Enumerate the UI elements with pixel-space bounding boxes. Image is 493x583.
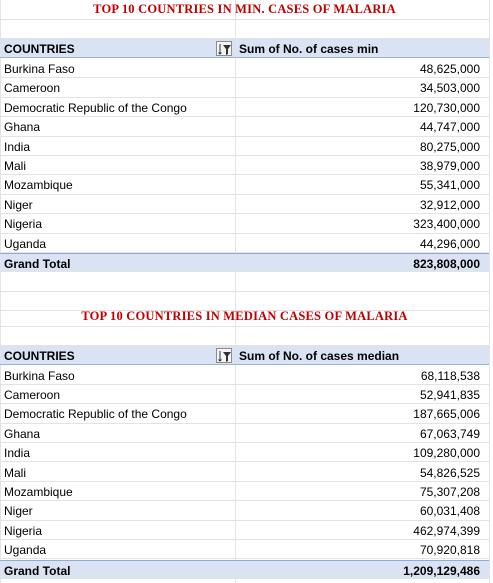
country-cell[interactable]: Mali [4,465,27,480]
value-cell[interactable]: 44,747,000 [419,120,480,135]
value-cell[interactable]: 68,118,538 [420,368,480,383]
country-cell[interactable]: Mali [4,159,27,173]
table-row: Democratic Republic of the Congo 120,730,… [0,98,489,118]
table-row: Niger 32,912,000 [0,195,489,215]
table2-title-row: TOP 10 COUNTRIES IN MEDIAN CASES OF MALA… [0,307,489,327]
grand-total-label[interactable]: Grand Total [4,257,71,271]
value-cell[interactable]: 48,625,000 [419,62,480,76]
table-row: Mali 38,979,000 [0,156,489,176]
value-cell[interactable]: 32,912,000 [419,197,480,212]
table-row: Cameroon 34,503,000 [0,78,489,98]
country-cell[interactable]: Uganda [4,543,47,558]
table1-title: TOP 10 COUNTRIES IN MIN. CASES OF MALARI… [93,2,396,16]
table-row: Uganda 44,296,000 [0,234,489,253]
value-cell[interactable]: 55,341,000 [419,178,480,193]
table2-header-row: COUNTRIES Sum of No. of cases median [0,346,489,366]
value-cell[interactable]: 67,063,749 [419,426,480,441]
table-row: India 80,275,000 [0,137,489,156]
value-cell[interactable]: 52,941,835 [419,387,480,402]
table-row: Niger 60,031,408 [0,501,489,521]
table-row: Nigeria 323,400,000 [0,214,489,234]
table2-grand-total-row: Grand Total 1,209,129,486 [0,559,489,579]
country-cell[interactable]: Niger [4,504,33,519]
table2-filter-button[interactable] [216,348,232,363]
country-cell[interactable]: Mozambique [4,484,73,499]
country-cell[interactable]: Cameroon [4,81,61,96]
country-cell[interactable]: Burkina Faso [4,62,75,76]
country-cell[interactable]: Democratic Republic of the Congo [4,407,187,422]
empty-row [0,292,489,312]
value-cell[interactable]: 60,031,408 [419,504,480,519]
country-cell[interactable]: India [4,139,31,154]
country-cell[interactable]: Ghana [4,120,41,135]
table-row: Mozambique 55,341,000 [0,175,489,195]
table-row: Ghana 67,063,749 [0,424,489,444]
table-row: Democratic Republic of the Congo 187,665,… [0,404,489,424]
table2-header-value: Sum of No. of cases median [239,349,400,363]
table-row: India 109,280,000 [0,443,489,463]
country-cell[interactable]: Niger [4,197,33,212]
country-cell[interactable]: Burkina Faso [4,368,75,383]
table-row: Burkina Faso 68,118,538 [0,366,489,385]
country-cell[interactable]: India [4,446,31,461]
country-cell[interactable]: Nigeria [4,523,43,538]
filter-sort-icon [218,351,231,362]
value-cell[interactable]: 323,400,000 [413,217,480,232]
grand-total-label[interactable]: Grand Total [4,563,71,578]
table-row: Mozambique 75,307,208 [0,482,489,502]
value-cell[interactable]: 462,974,399 [413,523,480,538]
gridline [489,0,490,583]
table-row: Ghana 44,747,000 [0,117,489,137]
empty-row [0,272,489,292]
value-cell[interactable]: 120,730,000 [413,100,480,115]
table2-title: TOP 10 COUNTRIES IN MEDIAN CASES OF MALA… [81,309,408,323]
table-row: Nigeria 462,974,399 [0,521,489,541]
value-cell[interactable]: 109,280,000 [413,446,480,461]
empty-row [0,20,489,40]
country-cell[interactable]: Mozambique [4,178,73,193]
value-cell[interactable]: 38,979,000 [419,159,480,173]
table1-grand-total-row: Grand Total 823,808,000 [0,253,489,273]
country-cell[interactable]: Ghana [4,426,41,441]
value-cell[interactable]: 75,307,208 [419,484,480,499]
table2-header-countries[interactable]: COUNTRIES [4,349,75,363]
table1-header-row: COUNTRIES Sum of No. of cases min [0,39,489,59]
table1-filter-button[interactable] [216,41,232,56]
country-cell[interactable]: Cameroon [4,387,61,402]
value-cell[interactable]: 80,275,000 [419,139,480,154]
grand-total-value[interactable]: 1,209,129,486 [403,563,480,578]
table-row: Cameroon 52,941,835 [0,385,489,405]
country-cell[interactable]: Democratic Republic of the Congo [4,100,187,115]
empty-row [0,327,489,347]
table1-header-countries[interactable]: COUNTRIES [4,42,75,56]
country-cell[interactable]: Uganda [4,236,47,251]
table-row: Uganda 70,920,818 [0,540,489,560]
value-cell[interactable]: 70,920,818 [419,543,480,558]
value-cell[interactable]: 44,296,000 [419,236,480,251]
table-row: Mali 54,826,525 [0,463,489,482]
value-cell[interactable]: 34,503,000 [419,81,480,96]
value-cell[interactable]: 54,826,525 [419,465,480,480]
value-cell[interactable]: 187,665,006 [413,407,480,422]
table1-header-value: Sum of No. of cases min [239,42,379,56]
table1-title-row: TOP 10 COUNTRIES IN MIN. CASES OF MALARI… [0,0,489,20]
table-row: Burkina Faso 48,625,000 [0,59,489,79]
country-cell[interactable]: Nigeria [4,217,43,232]
grand-total-value[interactable]: 823,808,000 [413,257,480,271]
filter-sort-icon [218,44,231,55]
